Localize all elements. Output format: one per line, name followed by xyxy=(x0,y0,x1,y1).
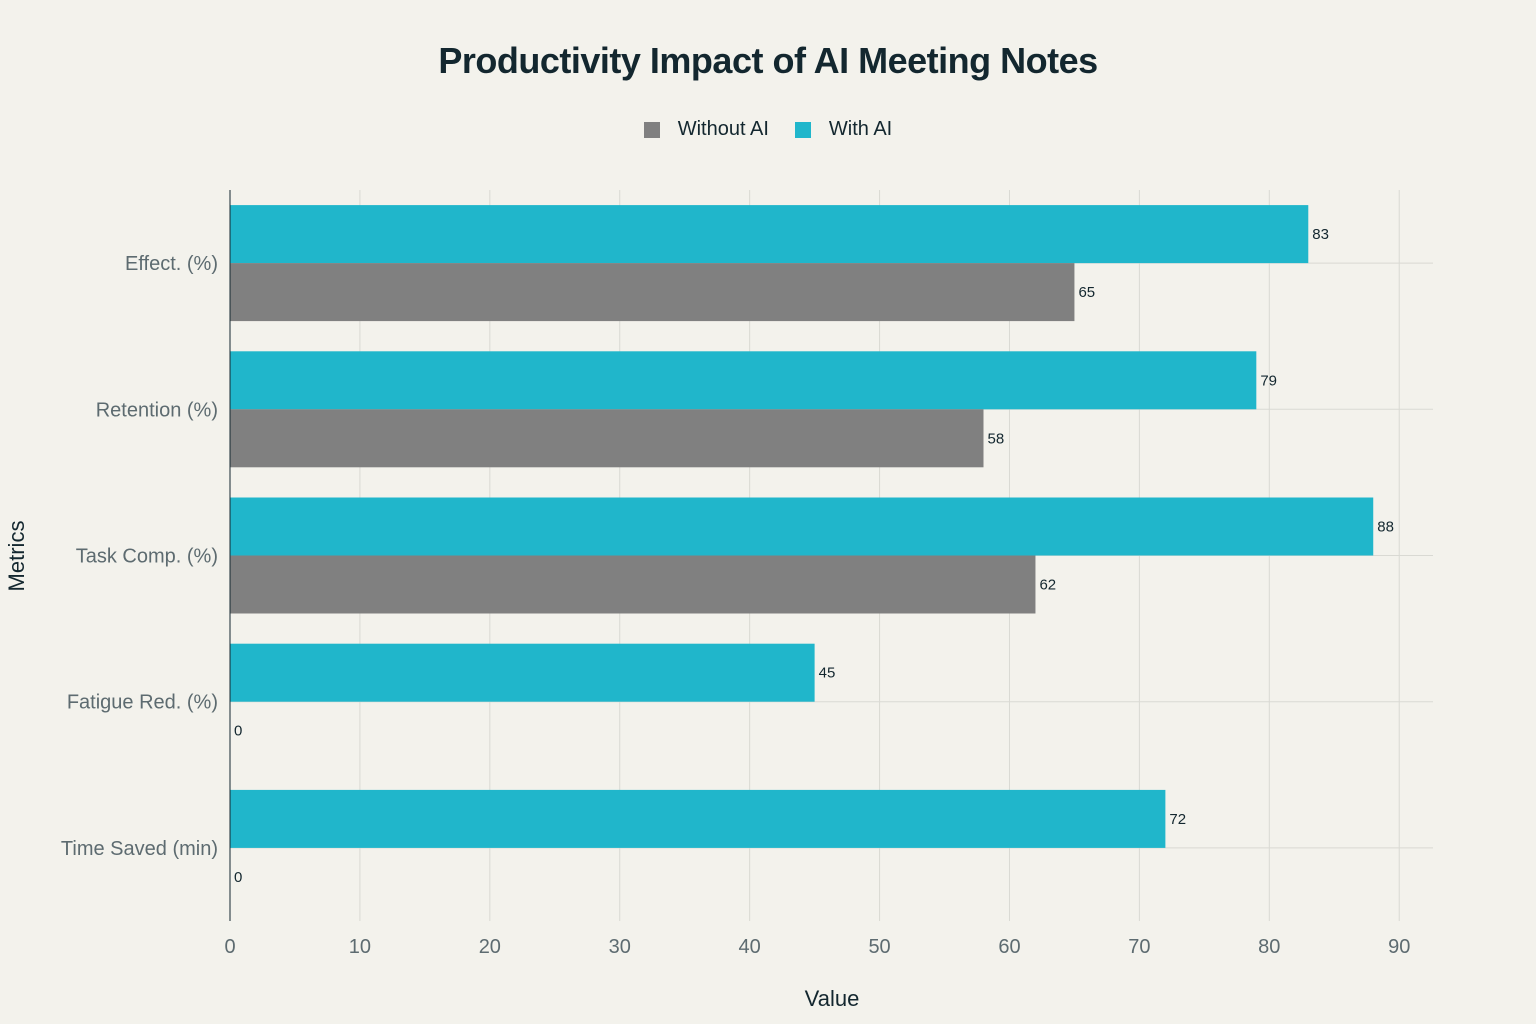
bar-without-ai[interactable] xyxy=(230,263,1075,322)
data-label: 58 xyxy=(987,430,1004,447)
data-label: 62 xyxy=(1039,577,1056,594)
legend-label-without-ai: Without AI xyxy=(677,118,769,140)
bar-with-ai[interactable] xyxy=(230,789,1166,848)
legend-swatch-without-ai xyxy=(643,121,660,138)
legend: Without AI With AI xyxy=(0,118,1536,141)
bar-with-ai[interactable] xyxy=(230,497,1374,556)
y-category-label: Time Saved (min) xyxy=(61,838,218,860)
data-label: 79 xyxy=(1260,372,1277,389)
bar-with-ai[interactable] xyxy=(230,205,1309,264)
data-label: 88 xyxy=(1377,519,1394,536)
bar-with-ai[interactable] xyxy=(230,643,815,702)
legend-item-with-ai[interactable]: With AI xyxy=(794,118,893,141)
x-tick-label: 0 xyxy=(224,936,235,958)
data-label: 0 xyxy=(234,869,242,886)
bar-without-ai[interactable] xyxy=(230,409,984,468)
x-tick-label: 50 xyxy=(868,936,890,958)
data-label: 72 xyxy=(1169,811,1186,828)
label-layer: 83 65 79 58 88 62 45 0 72 0 xyxy=(234,226,1394,886)
data-label: 83 xyxy=(1312,226,1329,243)
data-label: 65 xyxy=(1078,284,1095,301)
legend-label-with-ai: With AI xyxy=(828,118,893,140)
bar-with-ai[interactable] xyxy=(230,351,1257,410)
y-axis-title: Metrics xyxy=(4,521,29,592)
legend-swatch-with-ai xyxy=(794,121,811,138)
x-tick-label: 30 xyxy=(609,936,631,958)
bar-layer xyxy=(230,205,1374,848)
x-tick-label: 20 xyxy=(479,936,501,958)
legend-item-without-ai[interactable]: Without AI xyxy=(643,118,769,141)
data-label: 0 xyxy=(234,723,242,740)
x-tick-label: 90 xyxy=(1388,936,1410,958)
x-tick-label: 40 xyxy=(739,936,761,958)
x-tick-label: 10 xyxy=(349,936,371,958)
axis-layer: 0 10 20 30 40 50 60 70 80 90 Effect. (%) Retention … xyxy=(61,190,1410,958)
y-category-label: Retention (%) xyxy=(96,399,218,421)
y-category-label: Fatigue Red. (%) xyxy=(67,692,218,714)
x-tick-label: 70 xyxy=(1128,936,1150,958)
y-category-label: Effect. (%) xyxy=(125,253,218,275)
x-axis-title: Value xyxy=(805,986,860,1011)
data-label: 45 xyxy=(819,665,836,682)
bar-without-ai[interactable] xyxy=(230,555,1036,614)
x-tick-label: 80 xyxy=(1258,936,1280,958)
y-category-label: Task Comp. (%) xyxy=(76,546,218,568)
x-tick-label: 60 xyxy=(998,936,1020,958)
chart-title: Productivity Impact of AI Meeting Notes xyxy=(438,40,1098,81)
